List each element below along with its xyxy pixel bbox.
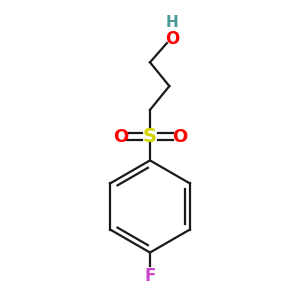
Text: O: O: [165, 29, 179, 47]
Text: S: S: [143, 127, 157, 146]
Text: O: O: [172, 128, 187, 146]
Text: O: O: [113, 128, 128, 146]
Text: H: H: [166, 15, 179, 30]
Text: F: F: [144, 266, 156, 284]
